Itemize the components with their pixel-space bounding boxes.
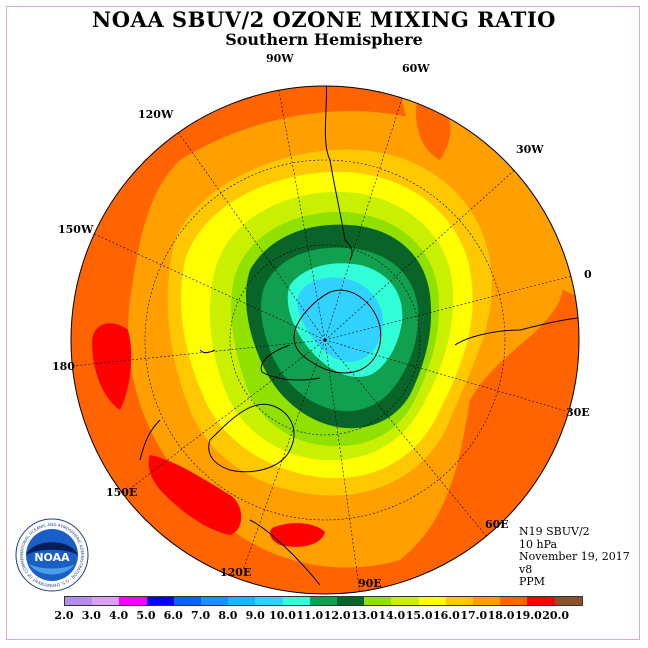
lon-label-150e: 150E (106, 486, 138, 499)
color-swatch (418, 597, 446, 605)
color-scale-tick: 18.0 (487, 609, 515, 622)
color-scale-tick: 17.0 (460, 609, 488, 622)
color-scale-tick: 8.0 (218, 609, 238, 622)
noaa-logo-bird (26, 542, 78, 555)
noaa-logo: NOAA NATIONAL OCEANIC AND ATMOSPHERIC AD… (15, 518, 89, 592)
color-swatch (500, 597, 528, 605)
color-swatch (309, 597, 338, 605)
color-scale-tick: 7.0 (191, 609, 211, 622)
color-swatch (282, 597, 310, 605)
page-subtitle: Southern Hemisphere (225, 30, 423, 49)
noaa-logo-text: NOAA (34, 551, 70, 564)
africa-coast (454, 317, 579, 346)
color-swatch (228, 597, 256, 605)
color-scale-tick: 9.0 (245, 609, 265, 622)
color-scale-tick: 20.0 (542, 609, 570, 622)
color-swatch (201, 597, 229, 605)
dataset-info: N19 SBUV/2 10 hPa November 19, 2017 v8 P… (519, 525, 630, 589)
lon-label-90w: 90W (266, 52, 294, 65)
south-america-coast (329, 159, 353, 261)
latitude-circle-outer (144, 159, 506, 521)
antarctica-west-coast (260, 344, 321, 381)
color-scale-tick: 16.0 (433, 609, 460, 622)
color-swatch (445, 597, 474, 605)
info-pressure-level: 10 hPa (519, 537, 558, 551)
color-scale-tick: 13.0 (351, 609, 378, 622)
antarctica-coast (293, 289, 382, 374)
color-swatch (119, 597, 147, 605)
lon-label-120w: 120W (138, 108, 174, 121)
lon-label-60w: 60W (402, 62, 430, 75)
color-scale-tick: 14.0 (378, 609, 406, 622)
color-swatch (92, 597, 120, 605)
color-scale-tick: 6.0 (163, 609, 183, 622)
color-swatch (65, 597, 93, 605)
color-swatch (527, 597, 555, 605)
lon-label-120e: 120E (220, 566, 252, 579)
color-scale-tick: 4.0 (109, 609, 129, 622)
color-scale-tick: 11.0 (296, 609, 324, 622)
color-scale-tick: 19.0 (514, 609, 542, 622)
lon-label-60e: 60E (485, 518, 509, 531)
color-scale-bar (64, 596, 583, 606)
color-scale-tick: 12.0 (323, 609, 351, 622)
noaa-logo-wave (29, 564, 75, 575)
color-swatch (337, 597, 365, 605)
coastlines (139, 86, 579, 586)
new-zealand-coast (139, 419, 161, 461)
info-date: November 19, 2017 (519, 550, 630, 564)
color-scale-tick: 2.0 (54, 609, 74, 622)
lon-label-0: 0 (584, 268, 592, 281)
lon-label-180: 180 (52, 360, 75, 373)
asia-coast (249, 519, 321, 586)
info-version: v8 (519, 562, 533, 576)
lon-label-30w: 30W (516, 143, 544, 156)
info-satellite: N19 SBUV/2 (519, 525, 590, 538)
lon-label-30e: 30E (566, 406, 590, 419)
color-swatch (473, 597, 501, 605)
map-border (70, 85, 580, 595)
color-swatch (554, 597, 582, 605)
page-frame (6, 6, 640, 640)
lon-label-90e: 90E (358, 577, 382, 590)
australia-coast (208, 403, 295, 473)
latitude-circle-inner (229, 244, 421, 436)
color-swatch (255, 597, 283, 605)
page-title: NOAA SBUV/2 OZONE MIXING RATIO (92, 7, 556, 32)
contour-19-southwest (148, 455, 242, 535)
color-swatch (391, 597, 419, 605)
color-swatch (364, 597, 392, 605)
color-scale-tick: 5.0 (136, 609, 156, 622)
color-scale-tick: 3.0 (81, 609, 101, 622)
meridian-lines (71, 86, 579, 594)
contour-19-west (92, 323, 132, 410)
color-swatch (146, 597, 174, 605)
south-america-tip (324, 86, 331, 161)
lon-label-150w: 150W (58, 223, 94, 236)
contour-19-south (270, 523, 325, 547)
island-coast (199, 349, 216, 354)
color-scale-tick: 10.0 (269, 609, 296, 622)
color-swatch (173, 597, 202, 605)
info-units: PPM (519, 575, 546, 589)
color-scale-tick: 15.0 (405, 609, 433, 622)
